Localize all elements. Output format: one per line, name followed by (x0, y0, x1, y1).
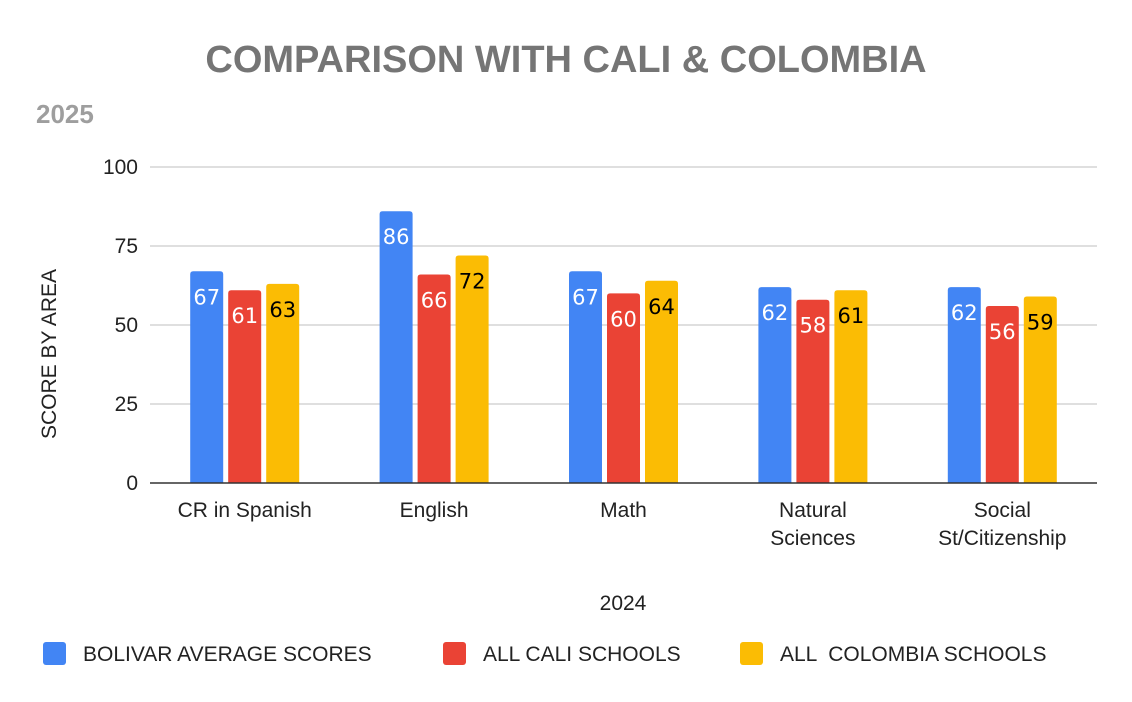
legend-label: BOLIVAR AVERAGE SCORES (83, 643, 372, 666)
bar (834, 290, 868, 483)
x-tick-label: Natural Sciences (770, 499, 855, 550)
bar-data-label: 61 (231, 304, 258, 328)
x-tick-label: Math (600, 499, 647, 522)
bar (455, 255, 489, 483)
bar (228, 290, 262, 483)
bar (417, 274, 451, 483)
bar-data-label: 66 (421, 288, 448, 312)
y-tick-label: 50 (115, 314, 138, 337)
chart-subtitle: 2025 (36, 99, 94, 129)
bar-data-labels: 67 61 63 86 66 72 67 60 64 62 58 61 62 56 59 (193, 225, 1053, 344)
x-tick-label: Social St/Citizenship (938, 499, 1066, 550)
x-axis-ticks: CR in Spanish English Math Natural Sciences S… (178, 499, 1067, 550)
bars (190, 211, 1057, 484)
legend-swatch (443, 642, 466, 665)
bar (1023, 296, 1057, 483)
legend-swatch (740, 642, 763, 665)
bar-data-label: 61 (838, 304, 865, 328)
bar (266, 283, 300, 483)
bar-data-label: 62 (762, 301, 789, 325)
bar (607, 293, 640, 483)
y-tick-label: 100 (103, 156, 138, 179)
bar (947, 287, 981, 483)
y-axis-title: SCORE BY AREA (38, 269, 61, 439)
bar (645, 280, 678, 483)
bar-data-label: 60 (610, 307, 637, 331)
y-tick-label: 0 (126, 472, 138, 495)
bar (985, 306, 1019, 483)
x-tick-label: English (400, 499, 469, 522)
bar-data-label: 62 (951, 301, 978, 325)
chart-title: COMPARISON WITH CALI & COLOMBIA (205, 39, 926, 81)
bar (190, 271, 224, 483)
bar-data-label: 86 (383, 225, 410, 249)
x-tick-label: CR in Spanish (178, 499, 312, 522)
y-tick-label: 25 (115, 393, 138, 416)
bar (569, 271, 602, 483)
bar-data-label: 67 (193, 285, 220, 309)
y-axis-ticks: 0 25 50 75 100 (103, 156, 138, 495)
bar-data-label: 63 (269, 298, 296, 322)
bar (796, 299, 830, 483)
bar (758, 287, 792, 483)
legend-label: ALL CALI SCHOOLS (483, 643, 681, 666)
bar-data-label: 56 (989, 320, 1016, 344)
y-tick-label: 75 (115, 235, 138, 258)
bar-data-label: 64 (648, 295, 675, 319)
legend-swatch (43, 642, 66, 665)
bar (379, 211, 413, 484)
bar-data-label: 72 (459, 269, 486, 293)
x-axis-title: 2024 (600, 592, 647, 615)
bar-data-label: 58 (800, 314, 827, 338)
bar-data-label: 67 (572, 285, 599, 309)
legend: BOLIVAR AVERAGE SCORES ALL CALI SCHOOLS AL… (43, 642, 1046, 666)
bar-data-label: 59 (1027, 311, 1054, 335)
legend-label: ALL COLOMBIA SCHOOLS (780, 643, 1046, 666)
